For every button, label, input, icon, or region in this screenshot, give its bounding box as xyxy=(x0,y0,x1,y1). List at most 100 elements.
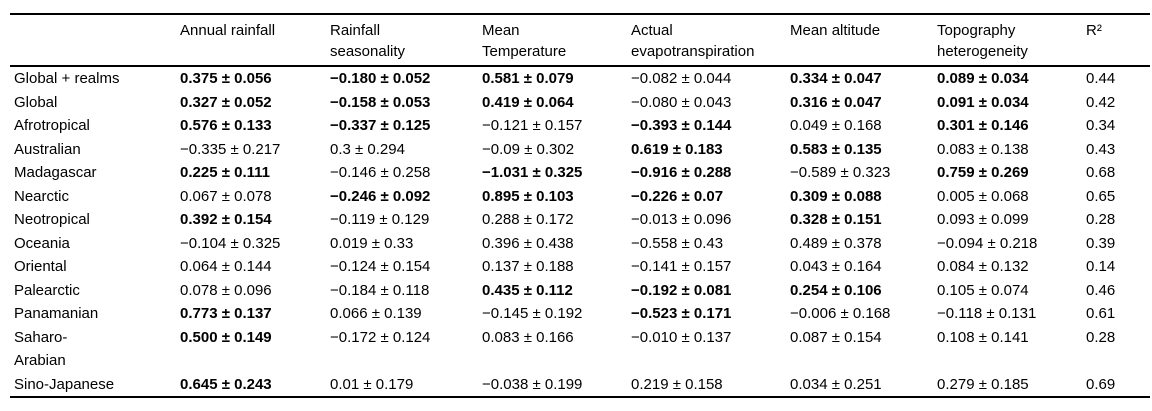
cell-actual-evapotranspiration: −0.013 ± 0.096 xyxy=(631,211,732,228)
cell-mean-temperature: 0.137 ± 0.188 xyxy=(482,258,574,275)
cell-r2: 0.14 xyxy=(1086,258,1116,275)
column-header-r2: R² xyxy=(1086,22,1102,39)
cell-actual-evapotranspiration: −0.141 ± 0.157 xyxy=(631,258,732,275)
cell-mean-altitude: 0.309 ± 0.088 xyxy=(790,187,882,205)
cell-mean-temperature: 0.396 ± 0.438 xyxy=(482,234,574,252)
cell-rainfall-seasonality: −0.146 ± 0.258 xyxy=(330,164,431,181)
cell-mean-altitude: −0.589 ± 0.323 xyxy=(790,164,891,181)
column-header-annual-rainfall: Annual rainfall xyxy=(180,22,276,39)
cell-mean-temperature: 0.083 ± 0.166 xyxy=(482,328,574,346)
cell-annual-rainfall: 0.392 ± 0.154 xyxy=(180,211,272,228)
cell-mean-altitude: 0.043 ± 0.164 xyxy=(790,258,882,275)
cell-rainfall-seasonality: −0.180 ± 0.052 xyxy=(330,70,431,87)
column-header-rainfall-seasonality: Rainfall seasonality xyxy=(330,22,406,60)
cell-topography-heterogeneity: 0.089 ± 0.034 xyxy=(937,70,1029,87)
column-header-row-label xyxy=(10,14,180,66)
row-label: Afrotropical xyxy=(14,117,90,134)
cell-actual-evapotranspiration: −0.558 ± 0.43 xyxy=(631,234,724,252)
regression-table: Annual rainfall Rainfall seasonality Mean … xyxy=(10,13,1150,398)
row-label: Saharo- Arabian xyxy=(14,328,68,370)
column-header-actual-evapotranspiration: Actual evapotranspiration xyxy=(631,22,755,60)
cell-annual-rainfall: 0.645 ± 0.243 xyxy=(180,375,272,393)
cell-rainfall-seasonality: −0.172 ± 0.124 xyxy=(330,328,431,346)
table-row: Global 0.327 ± 0.052 −0.158 ± 0.053 0.419 ±… xyxy=(10,91,1150,115)
cell-mean-temperature: −0.145 ± 0.192 xyxy=(482,305,583,322)
cell-mean-temperature: −0.121 ± 0.157 xyxy=(482,117,583,134)
cell-rainfall-seasonality: −0.119 ± 0.129 xyxy=(330,211,430,228)
cell-actual-evapotranspiration: −0.523 ± 0.171 xyxy=(631,305,732,322)
table-row: Afrotropical 0.576 ± 0.133 −0.337 ± 0.125 −… xyxy=(10,114,1150,138)
row-label: Global + realms xyxy=(14,70,120,87)
table-body: Global + realms 0.375 ± 0.056 −0.180 ± 0.0… xyxy=(10,66,1150,397)
row-label: Nearctic xyxy=(14,187,70,205)
cell-r2: 0.65 xyxy=(1086,187,1116,205)
cell-mean-temperature: 0.895 ± 0.103 xyxy=(482,187,574,205)
cell-r2: 0.46 xyxy=(1086,281,1116,299)
cell-mean-altitude: −0.006 ± 0.168 xyxy=(790,305,891,322)
cell-rainfall-seasonality: 0.066 ± 0.139 xyxy=(330,305,422,322)
cell-rainfall-seasonality: 0.01 ± 0.179 xyxy=(330,375,414,393)
cell-r2: 0.61 xyxy=(1086,305,1116,322)
cell-actual-evapotranspiration: −0.010 ± 0.137 xyxy=(631,328,732,346)
cell-mean-temperature: 0.288 ± 0.172 xyxy=(482,211,574,228)
table-row: Panamanian 0.773 ± 0.137 0.066 ± 0.139 −0.1… xyxy=(10,302,1150,326)
cell-topography-heterogeneity: 0.279 ± 0.185 xyxy=(937,375,1029,393)
cell-r2: 0.28 xyxy=(1086,328,1116,346)
row-label: Neotropical xyxy=(14,211,90,228)
row-label: Madagascar xyxy=(14,164,97,181)
cell-mean-altitude: 0.328 ± 0.151 xyxy=(790,211,882,228)
cell-r2: 0.42 xyxy=(1086,93,1116,111)
cell-actual-evapotranspiration: −0.916 ± 0.288 xyxy=(631,164,732,181)
table-row: Oceania −0.104 ± 0.325 0.019 ± 0.33 0.396 ±… xyxy=(10,232,1150,256)
cell-actual-evapotranspiration: −0.082 ± 0.044 xyxy=(631,70,732,87)
table-row: Neotropical 0.392 ± 0.154 −0.119 ± 0.129 0.… xyxy=(10,208,1150,232)
row-label: Australian xyxy=(14,140,81,158)
cell-mean-altitude: 0.334 ± 0.047 xyxy=(790,70,882,87)
row-label: Oceania xyxy=(14,234,70,252)
cell-r2: 0.69 xyxy=(1086,375,1116,393)
cell-mean-temperature: −1.031 ± 0.325 xyxy=(482,164,583,181)
cell-r2: 0.28 xyxy=(1086,211,1116,228)
cell-topography-heterogeneity: −0.094 ± 0.218 xyxy=(937,234,1038,252)
cell-rainfall-seasonality: −0.246 ± 0.092 xyxy=(330,187,431,205)
cell-annual-rainfall: 0.576 ± 0.133 xyxy=(180,117,272,134)
column-header-mean-altitude: Mean altitude xyxy=(790,22,881,39)
cell-r2: 0.68 xyxy=(1086,164,1116,181)
cell-annual-rainfall: 0.067 ± 0.078 xyxy=(180,187,272,205)
cell-mean-temperature: 0.581 ± 0.079 xyxy=(482,70,574,87)
column-header-mean-temperature: Mean Temperature xyxy=(482,22,567,60)
cell-topography-heterogeneity: 0.301 ± 0.146 xyxy=(937,117,1029,134)
cell-rainfall-seasonality: −0.337 ± 0.125 xyxy=(330,117,431,134)
cell-actual-evapotranspiration: −0.192 ± 0.081 xyxy=(631,281,732,299)
row-label: Panamanian xyxy=(14,305,99,322)
cell-mean-altitude: 0.034 ± 0.251 xyxy=(790,375,882,393)
cell-rainfall-seasonality: 0.3 ± 0.294 xyxy=(330,140,405,158)
row-label: Global xyxy=(14,93,58,111)
cell-mean-altitude: 0.049 ± 0.168 xyxy=(790,117,882,134)
cell-actual-evapotranspiration: −0.393 ± 0.144 xyxy=(631,117,732,134)
cell-mean-altitude: 0.087 ± 0.154 xyxy=(790,328,882,346)
cell-topography-heterogeneity: 0.108 ± 0.141 xyxy=(937,328,1029,346)
cell-mean-altitude: 0.583 ± 0.135 xyxy=(790,140,882,158)
cell-actual-evapotranspiration: 0.619 ± 0.183 xyxy=(631,140,723,158)
table-row: Oriental 0.064 ± 0.144 −0.124 ± 0.154 0.137… xyxy=(10,255,1150,279)
cell-mean-temperature: −0.09 ± 0.302 xyxy=(482,140,575,158)
cell-mean-altitude: 0.316 ± 0.047 xyxy=(790,93,882,111)
table-row: Madagascar 0.225 ± 0.111 −0.146 ± 0.258 −1.… xyxy=(10,161,1150,185)
table-row: Nearctic 0.067 ± 0.078 −0.246 ± 0.092 0.895… xyxy=(10,185,1150,209)
cell-topography-heterogeneity: 0.759 ± 0.269 xyxy=(937,164,1029,181)
column-header-topography-heterogeneity: Topography heterogeneity xyxy=(937,22,1028,60)
cell-annual-rainfall: 0.225 ± 0.111 xyxy=(180,164,270,181)
cell-annual-rainfall: 0.064 ± 0.144 xyxy=(180,258,272,275)
header-row: Annual rainfall Rainfall seasonality Mean … xyxy=(10,14,1150,66)
cell-topography-heterogeneity: 0.093 ± 0.099 xyxy=(937,211,1029,228)
cell-topography-heterogeneity: 0.091 ± 0.034 xyxy=(937,93,1029,111)
cell-annual-rainfall: −0.104 ± 0.325 xyxy=(180,234,281,252)
cell-actual-evapotranspiration: −0.226 ± 0.07 xyxy=(631,187,724,205)
cell-mean-temperature: 0.435 ± 0.112 xyxy=(482,281,573,299)
cell-r2: 0.44 xyxy=(1086,70,1116,87)
cell-topography-heterogeneity: 0.084 ± 0.132 xyxy=(937,258,1029,275)
table-row: Palearctic 0.078 ± 0.096 −0.184 ± 0.118 0.4… xyxy=(10,279,1150,303)
table-row: Sino-Japanese 0.645 ± 0.243 0.01 ± 0.179 −0… xyxy=(10,373,1150,398)
cell-rainfall-seasonality: −0.184 ± 0.118 xyxy=(330,281,430,299)
